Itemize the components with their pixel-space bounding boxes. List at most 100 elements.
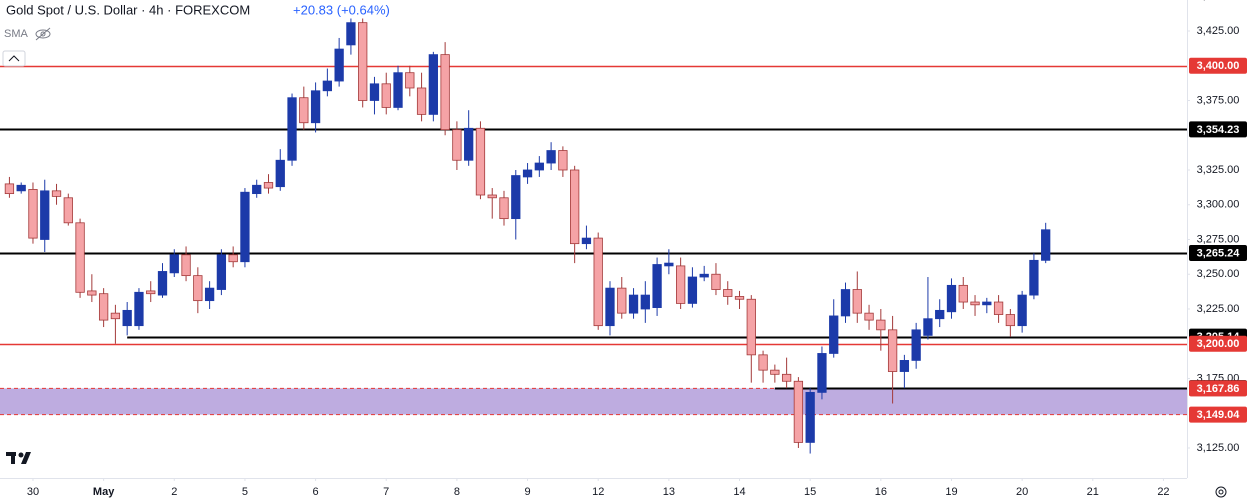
candle-body: [110, 312, 121, 320]
zone-top-box: [1189, 380, 1247, 397]
x-tick-label: 12: [592, 486, 604, 498]
candle-body: [746, 298, 756, 356]
candle-body: [75, 222, 85, 293]
candle-body: [393, 72, 403, 108]
candle-body: [287, 97, 297, 161]
candle-body: [640, 294, 650, 310]
eye-icon[interactable]: [35, 27, 51, 41]
zone: [0, 388, 1187, 415]
candle-body: [570, 169, 580, 245]
y-tick-label: 3,125.00: [1197, 442, 1240, 454]
candle-body: [581, 237, 592, 245]
candle-body: [16, 184, 26, 192]
candle-body: [169, 254, 179, 274]
zone-top-label: 3,167.86: [1197, 383, 1240, 395]
level-label: 3,200.00: [1197, 338, 1240, 350]
candle-body: [240, 191, 250, 263]
candle-body: [464, 127, 474, 161]
candle-body: [4, 183, 15, 195]
candle-body: [51, 190, 62, 197]
candle-body: [1017, 294, 1027, 327]
x-tick-label: 9: [524, 486, 530, 498]
plot-area: [0, 18, 1187, 454]
candle-body: [87, 290, 97, 296]
candle-body: [887, 329, 898, 372]
candle-body: [310, 90, 321, 124]
candle-body: [275, 159, 285, 188]
candle-body: [923, 318, 933, 336]
candle-body: [228, 254, 238, 263]
x-tick-label: 16: [875, 486, 887, 498]
collapse-button[interactable]: [2, 50, 26, 67]
y-tick-label: 3,425.00: [1197, 25, 1240, 37]
candle-body: [122, 309, 132, 327]
candle-body: [558, 150, 568, 171]
candle-body: [911, 329, 921, 361]
candle-body: [334, 48, 344, 82]
candle-body: [852, 289, 862, 314]
candle-body: [993, 301, 1004, 315]
x-tick-label: 13: [663, 486, 675, 498]
candle-body: [982, 301, 992, 306]
candle-body: [829, 315, 839, 354]
level-box: [1189, 335, 1247, 352]
candle-body: [699, 273, 709, 278]
candle-body: [146, 290, 156, 295]
candle-body: [734, 296, 745, 300]
candle-body: [204, 287, 215, 302]
indicator-label: SMA: [4, 28, 29, 40]
y-tick-label: 3,375.00: [1197, 94, 1240, 106]
candle-body: [605, 287, 615, 327]
zone-bottom-box: [1189, 406, 1247, 423]
change: +20.83 (+0.64%): [293, 2, 390, 17]
candle-body: [1041, 229, 1051, 261]
candle-body: [487, 194, 497, 199]
candle-body: [817, 353, 827, 393]
zone-bottom-label: 3,149.04: [1197, 409, 1241, 421]
candle-body: [193, 275, 203, 302]
candle-body: [876, 319, 886, 331]
candle-body: [617, 287, 627, 314]
x-tick-label: 2: [171, 486, 177, 498]
candle-body: [511, 175, 521, 220]
candle-body: [134, 291, 144, 327]
x-tick-label: 30: [27, 486, 39, 498]
level-label: 3,400.00: [1197, 60, 1240, 72]
candle-body: [322, 80, 333, 92]
y-tick-label: 3,225.00: [1197, 303, 1240, 315]
candle-body: [593, 237, 603, 327]
collapse-arrow: [8, 55, 20, 62]
candle-body: [1029, 259, 1039, 296]
candle-body: [758, 354, 768, 371]
candle-body: [157, 271, 168, 296]
level-label: 3,354.23: [1197, 124, 1240, 136]
x-tick-label: 22: [1157, 486, 1169, 498]
x-tick-label: 14: [733, 486, 745, 498]
y-tick-label: 3,450.00: [1197, 0, 1240, 2]
tv-logo: [6, 452, 31, 464]
candle-body: [793, 380, 804, 443]
candle-body: [628, 294, 639, 314]
candle-body: [935, 309, 945, 320]
x-tick-label: May: [93, 486, 115, 498]
candle-body: [1005, 314, 1016, 327]
settings-icon[interactable]: [1215, 486, 1227, 498]
candle-body: [440, 54, 450, 131]
candle-body: [40, 190, 50, 240]
y-tick-label: 3,275.00: [1197, 233, 1240, 245]
candle-body: [358, 22, 368, 101]
candle-body: [840, 289, 851, 317]
candle-body: [805, 391, 815, 443]
chart-title: Gold Spot / U.S. Dollar · 4h · FOREXCOM: [6, 2, 250, 17]
level-box: [1189, 121, 1247, 138]
candle-body: [864, 312, 874, 321]
x-tick-label: 19: [945, 486, 957, 498]
candle-body: [958, 284, 968, 303]
candle-body: [534, 162, 544, 171]
candle-body: [252, 184, 262, 195]
candle-body: [346, 22, 356, 46]
candle-body: [664, 262, 674, 267]
x-tick-label: 6: [313, 486, 319, 498]
candle-body: [369, 83, 380, 101]
